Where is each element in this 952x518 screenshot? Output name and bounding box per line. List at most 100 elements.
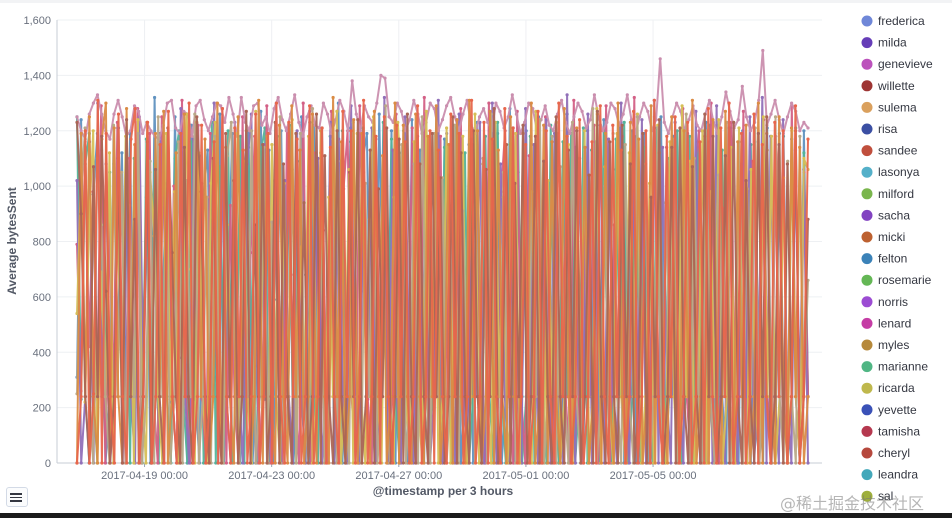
legend-item-sacha[interactable]: sacha	[861, 208, 911, 222]
data-point	[137, 109, 141, 113]
legend-item-milford[interactable]: milford	[861, 187, 915, 201]
legend-item-lenard[interactable]: lenard	[861, 316, 912, 330]
data-point	[547, 123, 551, 127]
data-point	[773, 120, 777, 124]
data-point	[299, 461, 303, 465]
data-point	[707, 461, 711, 465]
data-point	[356, 118, 360, 122]
data-point	[670, 145, 674, 149]
legend-item-marianne[interactable]: marianne	[861, 360, 929, 374]
data-point	[620, 123, 624, 127]
x-tick-label: 2017-04-27 00:00	[355, 470, 442, 482]
legend-item-cheryl[interactable]: cheryl	[861, 446, 911, 460]
data-point	[604, 461, 608, 465]
data-point	[595, 107, 599, 111]
data-point	[741, 109, 746, 113]
legend-swatch	[861, 425, 873, 437]
data-point	[294, 461, 298, 465]
data-point	[395, 101, 399, 105]
data-point	[79, 395, 83, 399]
legend-swatch	[861, 101, 873, 113]
data-point	[335, 109, 339, 113]
legend-item-ricarda[interactable]: ricarda	[861, 381, 916, 395]
data-point	[553, 461, 557, 465]
data-point	[451, 461, 455, 465]
data-point	[396, 120, 400, 124]
data-point	[158, 395, 162, 399]
series-sacha	[75, 98, 810, 465]
data-point	[744, 123, 748, 127]
data-point	[764, 395, 769, 399]
legend: frederica milda genevieve willette sulema ris…	[861, 14, 934, 503]
legend-swatch	[861, 469, 873, 481]
data-point	[669, 461, 673, 465]
legend-label: lenard	[878, 316, 911, 330]
data-point	[112, 126, 116, 130]
legend-item-risa[interactable]: risa	[861, 122, 898, 136]
data-point	[465, 395, 469, 399]
legend-item-sulema[interactable]: sulema	[861, 100, 918, 114]
data-point	[365, 131, 369, 136]
legend-item-sandee[interactable]: sandee	[861, 144, 918, 158]
data-point	[116, 98, 120, 102]
data-point	[409, 461, 414, 465]
legend-swatch	[861, 145, 873, 157]
data-point	[533, 134, 538, 138]
data-point	[789, 126, 794, 130]
legend-item-tamisha[interactable]: tamisha	[861, 424, 921, 438]
legend-item-myles[interactable]: myles	[861, 338, 910, 352]
legend-item-milda[interactable]: milda	[861, 36, 908, 50]
legend-item-willette[interactable]: willette	[861, 79, 916, 93]
legend-item-micki[interactable]: micki	[861, 230, 906, 244]
data-point	[152, 461, 156, 465]
data-point	[690, 461, 694, 465]
data-point	[100, 134, 104, 138]
legend-toggle-button[interactable]	[6, 487, 28, 507]
data-point	[379, 73, 383, 77]
data-point	[368, 461, 372, 465]
data-point	[206, 148, 210, 152]
legend-item-genevieve[interactable]: genevieve	[861, 57, 934, 71]
legend-item-lasonya[interactable]: lasonya	[861, 165, 920, 179]
data-point	[213, 134, 217, 138]
data-point	[629, 118, 634, 122]
data-point	[129, 137, 133, 141]
data-point	[208, 395, 212, 399]
legend-swatch	[861, 80, 873, 92]
legend-item-felton[interactable]: felton	[861, 252, 908, 266]
data-point	[511, 461, 515, 465]
data-point	[332, 395, 337, 399]
data-point	[548, 395, 553, 399]
data-point	[393, 101, 397, 105]
data-point	[240, 395, 244, 399]
legend-label: sandee	[878, 144, 918, 158]
data-point	[532, 395, 536, 399]
data-point	[290, 461, 294, 465]
legend-swatch	[861, 339, 873, 351]
data-point	[79, 118, 83, 122]
data-point	[120, 151, 124, 155]
data-point	[591, 461, 595, 465]
legend-item-norris[interactable]: norris	[861, 295, 909, 309]
data-point	[802, 120, 806, 124]
legend-item-rosemarie[interactable]: rosemarie	[861, 273, 932, 287]
data-point	[478, 395, 482, 399]
data-point	[320, 126, 324, 130]
data-point	[789, 461, 794, 465]
data-point	[162, 461, 166, 465]
data-point	[777, 395, 781, 399]
data-point	[789, 395, 794, 399]
data-point	[632, 95, 636, 100]
data-point	[662, 120, 666, 124]
legend-item-leandra[interactable]: leandra	[861, 468, 919, 482]
data-point	[424, 395, 428, 399]
legend-item-frederica[interactable]: frederica	[861, 14, 926, 28]
data-point	[91, 165, 96, 169]
data-point	[568, 131, 572, 136]
legend-item-sal[interactable]: sal	[861, 489, 894, 503]
legend-item-yevette[interactable]: yevette	[861, 403, 918, 417]
data-point	[323, 154, 327, 158]
data-point	[228, 203, 233, 208]
data-point	[740, 84, 744, 88]
data-point	[112, 461, 116, 465]
